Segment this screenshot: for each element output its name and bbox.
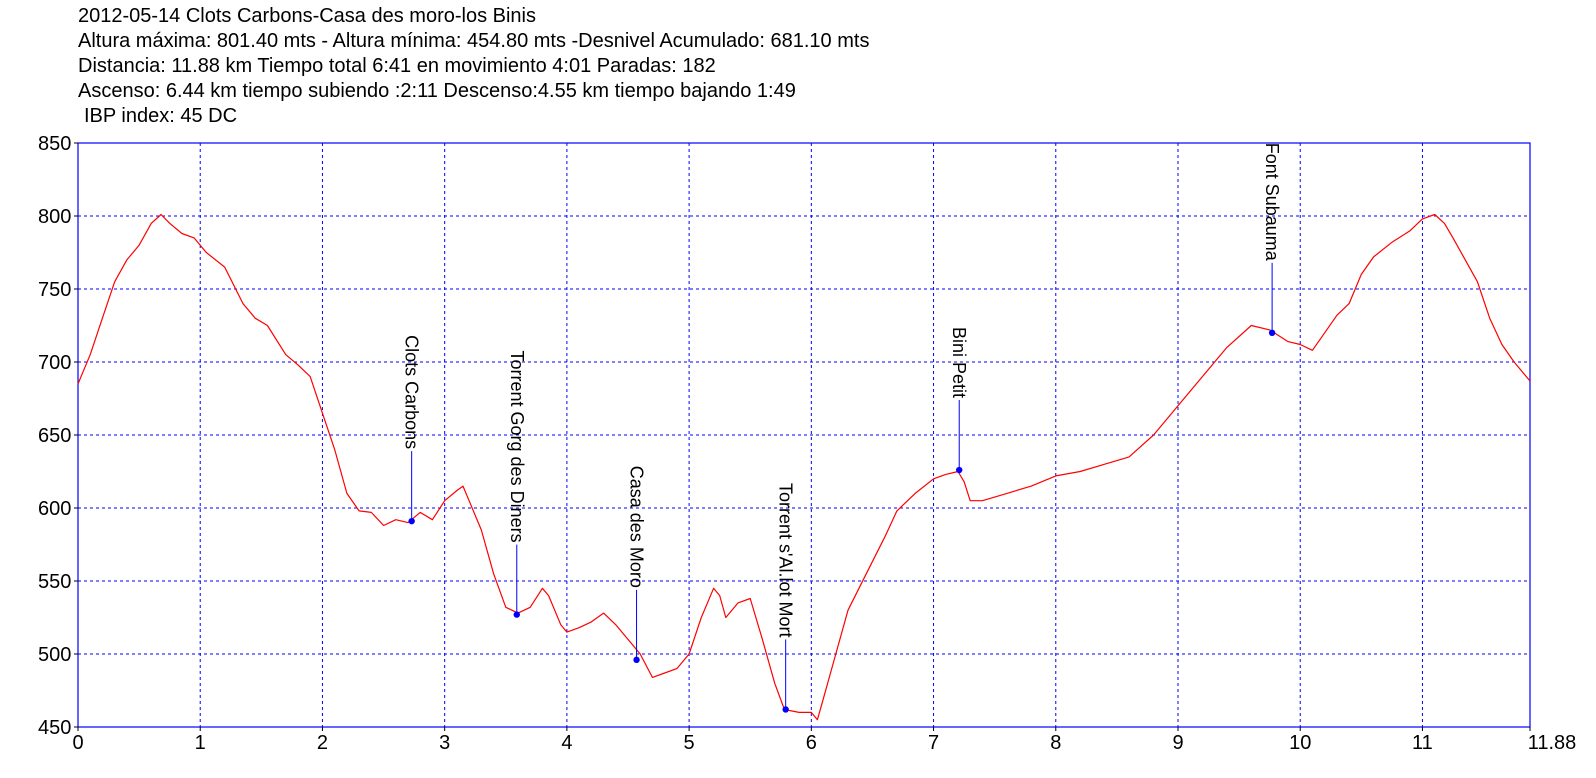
y-tick-label-1: 500 (38, 644, 71, 666)
waypoint-marker-1 (513, 611, 520, 618)
y-tick-label-4: 650 (38, 425, 71, 447)
waypoint-label-3: Torrent s'Al.lot Mort (776, 483, 796, 637)
x-tick-label-0: 0 (72, 732, 83, 754)
waypoint-marker-5 (1268, 329, 1276, 336)
x-tick-label-4: 4 (561, 732, 572, 754)
chart-header: 2012-05-14 Clots Carbons-Casa des moro-l… (78, 4, 869, 129)
y-tick-label-3: 600 (38, 498, 71, 520)
waypoint-marker-0 (408, 517, 415, 525)
altitude-summary: Altura máxima: 801.40 mts - Altura mínim… (78, 30, 870, 52)
waypoint-marker-2 (633, 656, 640, 664)
distance-time-summary: Distancia: 11.88 km Tiempo total 6:41 en… (78, 55, 716, 77)
waypoint-label-2: Casa des Moro (627, 466, 647, 588)
ibp-index: IBP index: 45 DC (84, 105, 238, 127)
waypoint-label-5: Font Subauma (1262, 143, 1282, 262)
x-tick-label-2: 2 (317, 732, 328, 754)
x-tick-label-12: 11.88 (1528, 732, 1577, 754)
ascent-descent-summary: Ascenso: 6.44 km tiempo subiendo :2:11 D… (78, 80, 796, 102)
waypoint-label-0: Clots Carbons (402, 335, 422, 449)
x-tick-label-6: 6 (806, 732, 817, 754)
waypoint-marker-3 (782, 706, 789, 713)
y-tick-label-6: 750 (38, 279, 71, 301)
x-tick-label-7: 7 (928, 732, 939, 754)
waypoint-label-4: Bini Petit (949, 327, 969, 398)
x-tick-label-10: 10 (1289, 732, 1311, 754)
y-tick-label-2: 550 (38, 571, 71, 593)
y-tick-label-5: 700 (38, 352, 71, 374)
chart-title: 2012-05-14 Clots Carbons-Casa des moro-l… (78, 5, 536, 27)
x-tick-label-11: 11 (1412, 732, 1433, 754)
x-tick-label-5: 5 (684, 732, 695, 754)
y-tick-label-7: 800 (38, 206, 71, 228)
y-tick-label-8: 850 (38, 133, 71, 155)
x-tick-label-8: 8 (1050, 732, 1061, 754)
x-tick-label-1: 1 (195, 732, 206, 754)
x-tick-label-9: 9 (1172, 732, 1183, 754)
waypoint-label-1: Torrent Gorg des Diners (507, 351, 527, 543)
elevation-line-0 (77, 213, 1531, 721)
waypoint-marker-4 (956, 466, 963, 474)
x-tick-label-3: 3 (439, 732, 450, 754)
y-tick-label-0: 450 (38, 717, 71, 739)
